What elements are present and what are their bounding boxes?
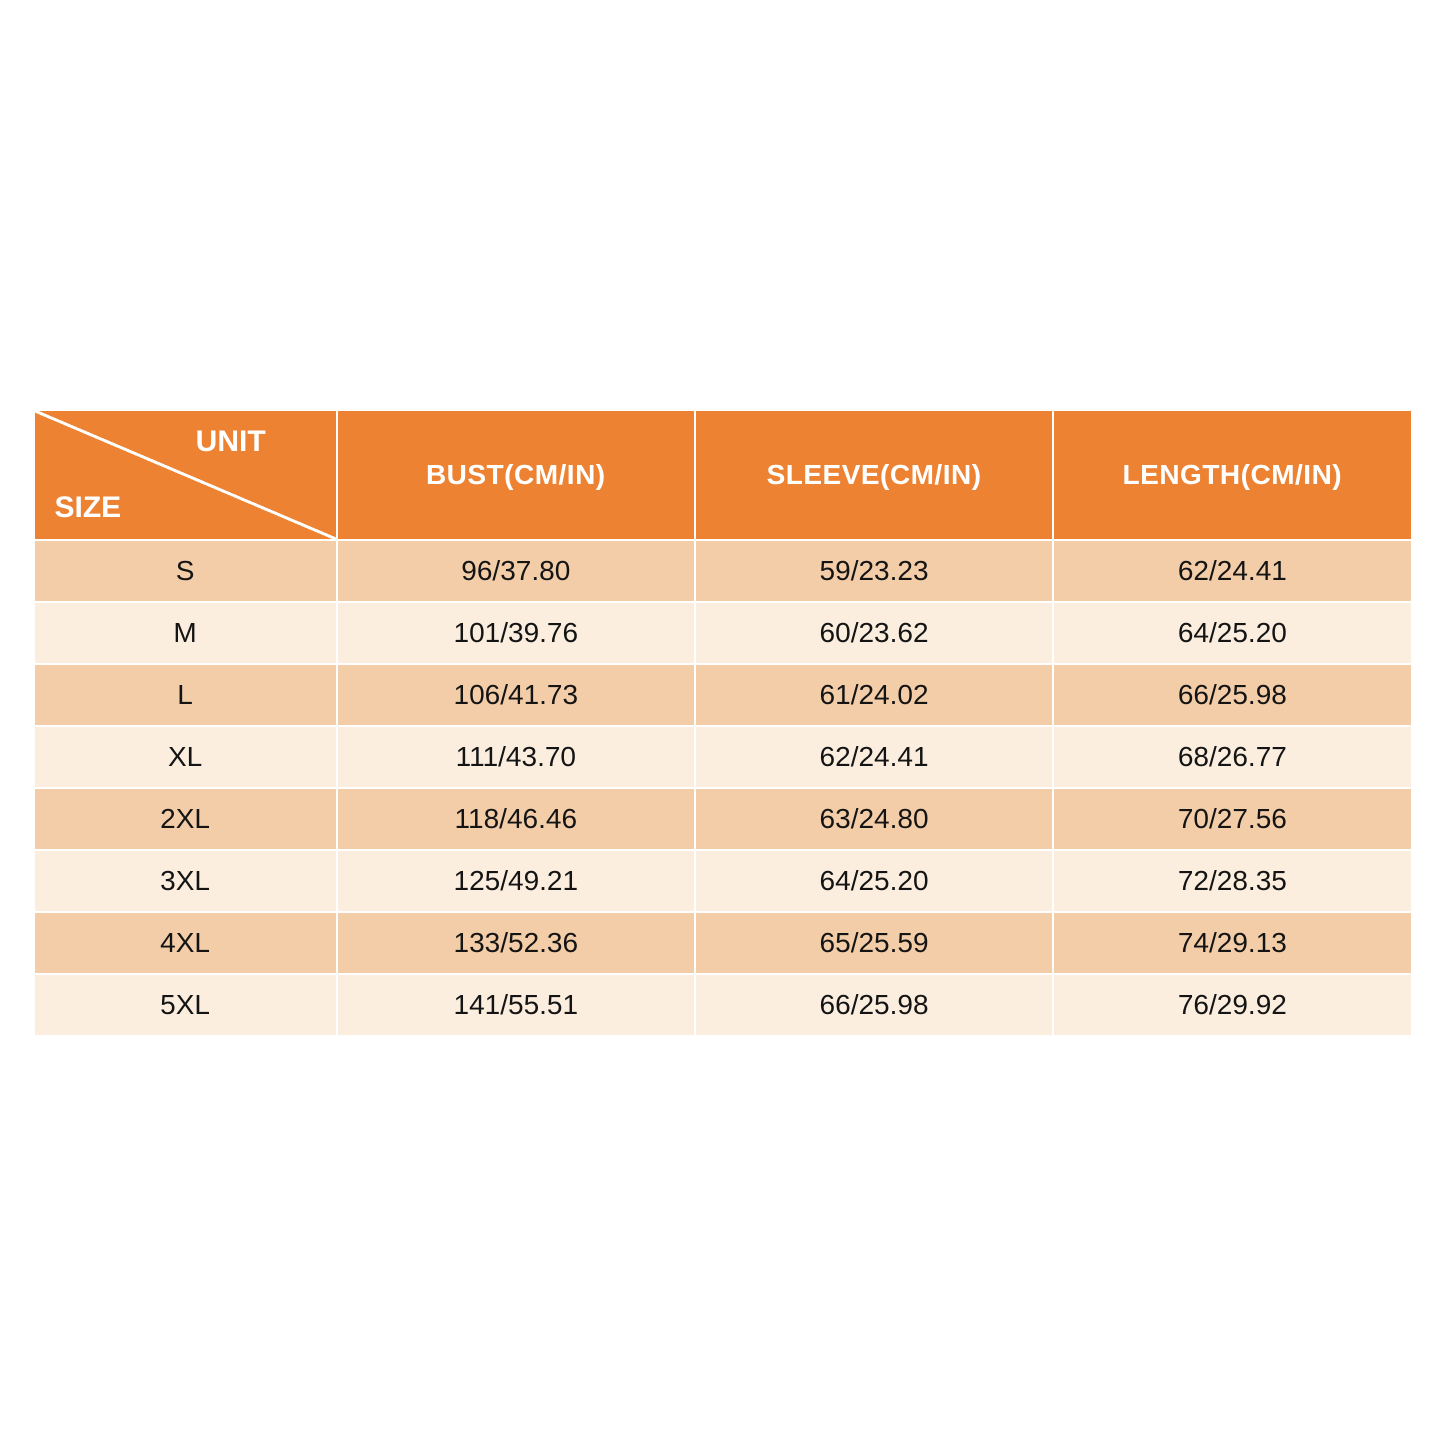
cell-sleeve: 62/24.41 — [695, 726, 1053, 788]
cell-bust: 133/52.36 — [337, 912, 695, 974]
cell-length: 68/26.77 — [1053, 726, 1411, 788]
cell-length: 70/27.56 — [1053, 788, 1411, 850]
table-row: 2XL 118/46.46 63/24.80 70/27.56 — [34, 788, 1412, 850]
table-body: S 96/37.80 59/23.23 62/24.41 M 101/39.76… — [34, 540, 1412, 1036]
cell-size: XL — [34, 726, 337, 788]
col-header-length: LENGTH(CM/IN) — [1053, 410, 1411, 540]
table-row: XL 111/43.70 62/24.41 68/26.77 — [34, 726, 1412, 788]
table-row: S 96/37.80 59/23.23 62/24.41 — [34, 540, 1412, 602]
cell-sleeve: 64/25.20 — [695, 850, 1053, 912]
cell-sleeve: 59/23.23 — [695, 540, 1053, 602]
cell-bust: 118/46.46 — [337, 788, 695, 850]
size-table: UNIT SIZE BUST(CM/IN) SLEEVE(CM/IN) LENG… — [33, 409, 1413, 1037]
cell-size: L — [34, 664, 337, 726]
cell-length: 76/29.92 — [1053, 974, 1411, 1036]
cell-size: 3XL — [34, 850, 337, 912]
col-header-sleeve: SLEEVE(CM/IN) — [695, 410, 1053, 540]
table-row: 4XL 133/52.36 65/25.59 74/29.13 — [34, 912, 1412, 974]
cell-sleeve: 63/24.80 — [695, 788, 1053, 850]
cell-sleeve: 60/23.62 — [695, 602, 1053, 664]
cell-size: 4XL — [34, 912, 337, 974]
cell-length: 62/24.41 — [1053, 540, 1411, 602]
cell-size: M — [34, 602, 337, 664]
cell-bust: 101/39.76 — [337, 602, 695, 664]
corner-header: UNIT SIZE — [34, 410, 337, 540]
size-chart: UNIT SIZE BUST(CM/IN) SLEEVE(CM/IN) LENG… — [33, 409, 1413, 1037]
col-header-bust: BUST(CM/IN) — [337, 410, 695, 540]
cell-sleeve: 65/25.59 — [695, 912, 1053, 974]
table-row: 5XL 141/55.51 66/25.98 76/29.92 — [34, 974, 1412, 1036]
cell-length: 72/28.35 — [1053, 850, 1411, 912]
cell-sleeve: 66/25.98 — [695, 974, 1053, 1036]
cell-length: 74/29.13 — [1053, 912, 1411, 974]
cell-size: 5XL — [34, 974, 337, 1036]
table-row: L 106/41.73 61/24.02 66/25.98 — [34, 664, 1412, 726]
cell-bust: 125/49.21 — [337, 850, 695, 912]
cell-bust: 141/55.51 — [337, 974, 695, 1036]
cell-length: 66/25.98 — [1053, 664, 1411, 726]
cell-size: S — [34, 540, 337, 602]
cell-bust: 96/37.80 — [337, 540, 695, 602]
cell-sleeve: 61/24.02 — [695, 664, 1053, 726]
corner-unit-label: UNIT — [196, 425, 266, 459]
cell-bust: 111/43.70 — [337, 726, 695, 788]
corner-size-label: SIZE — [55, 491, 122, 525]
table-row: 3XL 125/49.21 64/25.20 72/28.35 — [34, 850, 1412, 912]
header-row: UNIT SIZE BUST(CM/IN) SLEEVE(CM/IN) LENG… — [34, 410, 1412, 540]
table-row: M 101/39.76 60/23.62 64/25.20 — [34, 602, 1412, 664]
cell-length: 64/25.20 — [1053, 602, 1411, 664]
cell-bust: 106/41.73 — [337, 664, 695, 726]
cell-size: 2XL — [34, 788, 337, 850]
